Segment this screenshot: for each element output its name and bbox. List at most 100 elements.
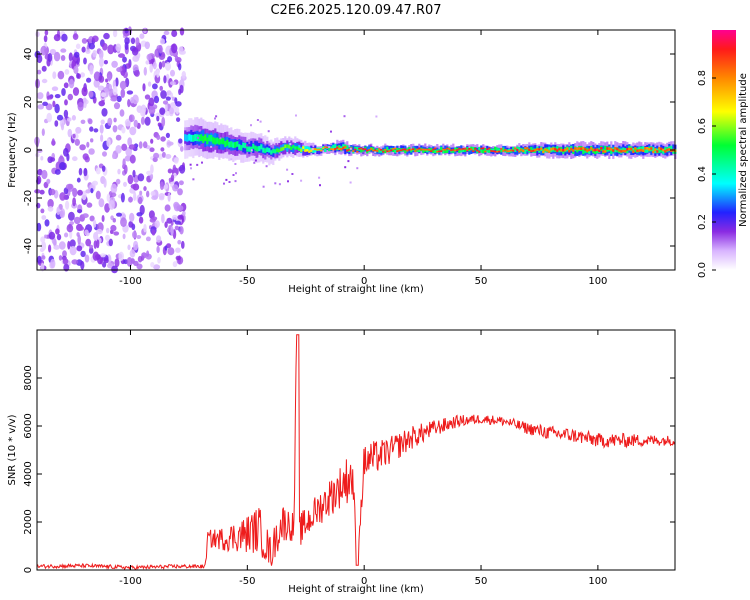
ridge-segment [546, 149, 549, 152]
snr-x-ticks: -100 -50 0 50 100 [119, 330, 607, 587]
ridge-segment [588, 149, 591, 155]
ridge-speck [210, 145, 213, 148]
colorbar-tick-label: 0.2 [697, 214, 708, 230]
noise-blob [72, 156, 78, 162]
ridge-segment [556, 145, 559, 151]
ridge-segment [488, 147, 491, 150]
y-tick-label: -20 [23, 190, 34, 206]
noise-blob [106, 138, 111, 148]
ridge-speck [278, 183, 281, 186]
noise-blob [143, 223, 147, 233]
noise-blob [117, 168, 121, 175]
ridge-segment [658, 148, 661, 154]
noise-blob [175, 106, 180, 115]
noise-blob [177, 239, 182, 245]
noise-blob [106, 193, 111, 202]
ridge-segment [472, 150, 475, 152]
ridge-speck [254, 159, 257, 162]
noise-blob [146, 170, 153, 176]
noise-blob [164, 245, 168, 251]
x-tick-label: 50 [475, 576, 488, 587]
ridge-speck [278, 152, 281, 155]
ridge-segment [286, 145, 289, 152]
noise-blob [60, 55, 66, 61]
noise-blob [138, 216, 144, 224]
noise-blob [88, 42, 96, 50]
ridge-segment [406, 149, 409, 152]
ridge-speck [196, 163, 199, 166]
ridge-segment [458, 149, 461, 154]
ridge-segment [572, 144, 575, 153]
noise-blob [167, 192, 171, 202]
ridge-segment [222, 138, 225, 145]
ridge-segment [192, 134, 195, 142]
noise-blob [69, 245, 77, 256]
ridge-speck [198, 145, 201, 148]
ridge-segment [488, 149, 491, 153]
ridge-segment [218, 138, 221, 145]
ridge-segment [526, 147, 529, 150]
ridge-speck [198, 129, 201, 132]
noise-blob [92, 180, 98, 186]
noise-blob [153, 95, 160, 104]
ridge-segment [604, 145, 607, 151]
ridge-segment [510, 149, 513, 152]
noise-blob [72, 87, 80, 96]
noise-blob [73, 65, 79, 75]
ridge-segment [226, 139, 229, 146]
ridge-segment [636, 149, 639, 153]
noise-blob [43, 35, 48, 43]
ridge-segment [252, 143, 255, 149]
noise-blob [89, 126, 94, 132]
noise-blob [130, 184, 137, 189]
ridge-segment [498, 148, 501, 152]
ridge-segment [556, 149, 559, 152]
ridge-speck [300, 179, 303, 182]
ridge-segment [478, 150, 481, 153]
ridge-segment [502, 150, 505, 152]
ridge-segment [578, 147, 581, 150]
ridge-segment [308, 150, 311, 153]
ridge-segment [420, 148, 423, 151]
ridge-segment [652, 150, 655, 154]
ridge-speck [286, 168, 289, 171]
noise-blob [178, 180, 184, 186]
ridge-segment [352, 150, 355, 152]
ridge-segment [412, 148, 415, 150]
ridge-segment [456, 149, 459, 151]
x-tick-label: 0 [361, 576, 367, 587]
ridge-segment [370, 148, 373, 150]
ridge-speck [235, 172, 237, 175]
ridge-segment [216, 137, 219, 144]
ridge-speck [232, 174, 235, 176]
noise-blob [101, 108, 108, 117]
ridge-segment [648, 148, 651, 151]
ridge-segment [392, 148, 395, 152]
noise-blob [137, 173, 145, 182]
noise-blob [86, 77, 92, 83]
ridge-segment [414, 150, 417, 152]
ridge-segment [354, 148, 357, 151]
ridge-segment [426, 149, 429, 153]
ridge-segment [232, 142, 235, 148]
ridge-segment [386, 150, 389, 153]
noise-blob [85, 189, 91, 194]
ridge-segment [500, 149, 503, 153]
ridge-segment [668, 148, 671, 151]
noise-blob [152, 61, 157, 70]
ridge-segment [470, 148, 473, 151]
noise-blob [127, 26, 132, 36]
noise-blob [86, 141, 90, 148]
ridge-segment [504, 149, 507, 151]
spectrogram-x-ticks: -100 -50 0 50 100 [119, 30, 607, 287]
noise-blob [36, 92, 44, 100]
ridge-segment [662, 149, 665, 155]
noise-blob [77, 101, 84, 112]
ridge-segment [342, 144, 345, 149]
ridge-segment [502, 147, 505, 151]
noise-blob [40, 45, 47, 56]
ridge-segment [404, 145, 407, 152]
ridge-segment [254, 145, 257, 151]
ridge-segment [628, 147, 631, 151]
snr-panel: -100 -50 0 50 100 0 2000 4000 6000 8000 Height o… [7, 329, 676, 595]
